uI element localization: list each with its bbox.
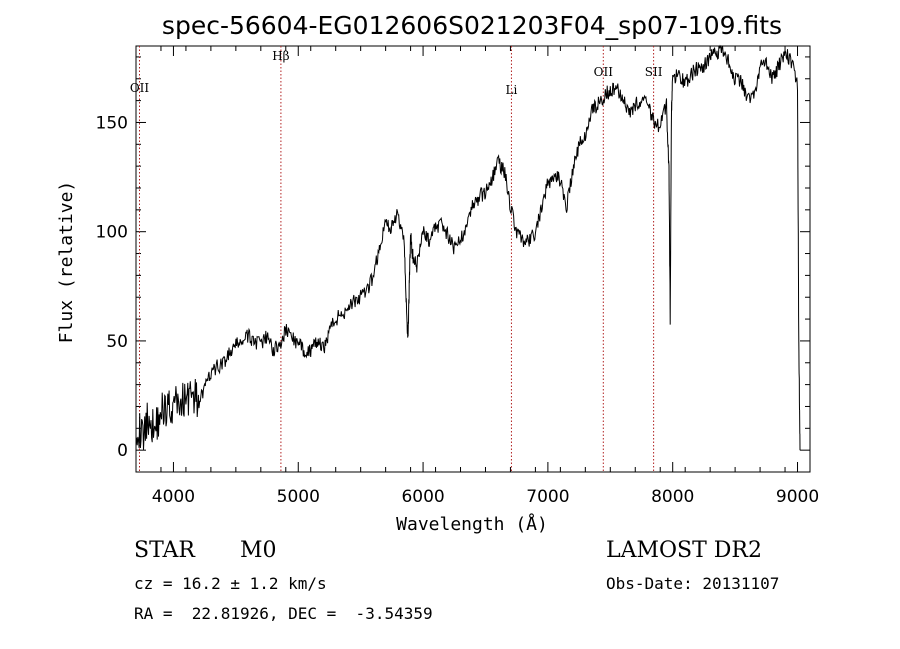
x-tick-label: 5000 (277, 487, 320, 507)
x-tick-label: 9000 (776, 487, 819, 507)
y-axis-label: Flux (relative) (56, 181, 77, 344)
object-subclass: M0 (240, 538, 277, 563)
axis-ticks: 4000 5000 6000 7000 8000 9000 0 50 100 150 (96, 46, 819, 507)
spectral-line-label: Li (506, 83, 518, 97)
observation-date: Obs-Date: 20131107 (606, 574, 780, 593)
spectral-line-markers: OII Hβ Li OII SII (130, 46, 663, 472)
y-tick-label: 0 (117, 441, 128, 461)
x-axis-label: Wavelength (Å) (396, 513, 548, 535)
plot-frame (135, 45, 811, 473)
spectral-line-label: OII (594, 65, 614, 79)
x-tick-label: 4000 (152, 487, 195, 507)
spectral-line-label: OII (130, 81, 150, 95)
chart-title: spec-56604-EG012606S021203F04_sp07-109.f… (162, 11, 782, 40)
y-tick-label: 150 (96, 113, 128, 133)
y-tick-label: 50 (106, 332, 128, 352)
x-tick-label: 6000 (401, 487, 444, 507)
x-tick-label: 7000 (526, 487, 569, 507)
plot-border (135, 45, 811, 473)
coordinates: RA = 22.81926, DEC = -3.54359 (134, 604, 433, 623)
survey-name: LAMOST DR2 (606, 538, 762, 563)
spectral-line-label: SII (645, 65, 663, 79)
spectral-line-label: Hβ (272, 49, 289, 63)
redshift-velocity: cz = 16.2 ± 1.2 km/s (134, 574, 327, 593)
spectrum-line (135, 44, 801, 451)
y-tick-label: 100 (96, 223, 128, 243)
object-class: STAR (134, 538, 195, 563)
x-tick-label: 8000 (651, 487, 694, 507)
